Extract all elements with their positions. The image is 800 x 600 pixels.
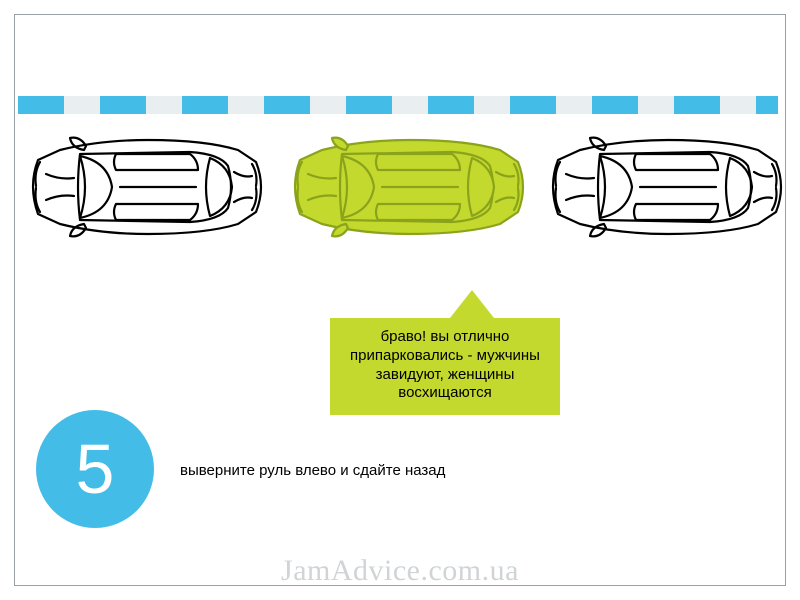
step-instruction: выверните руль влево и сдайте назад [180, 462, 445, 479]
parked-car-left [20, 130, 270, 245]
speech-callout: браво! вы отлично припарковались - мужчи… [330, 290, 560, 415]
callout-arrow [450, 290, 494, 318]
callout-box: браво! вы отлично припарковались - мужчи… [330, 318, 560, 415]
your-car-center [282, 130, 532, 245]
curb-dashes [18, 96, 778, 114]
step-number: 5 [76, 429, 115, 509]
watermark: JamAdvice.com.ua [0, 554, 800, 588]
callout-text: браво! вы отлично припарковались - мужчи… [350, 328, 540, 401]
parked-car-right [540, 130, 790, 245]
step-number-circle: 5 [36, 410, 154, 528]
cars-row [20, 130, 780, 260]
